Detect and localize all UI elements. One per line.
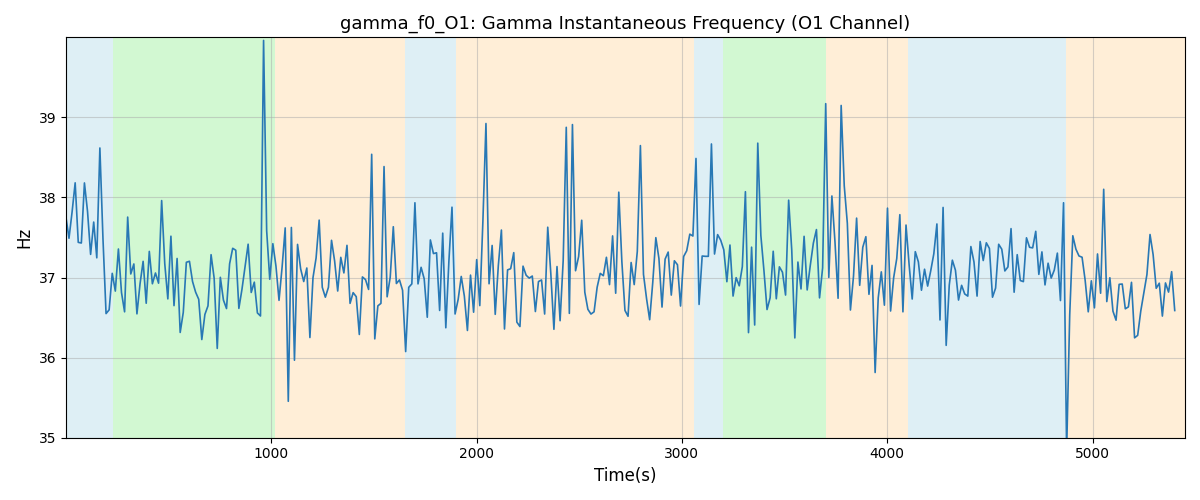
Bar [826, 38, 907, 438]
X-axis label: Time(s): Time(s) [594, 467, 656, 485]
Bar [695, 38, 722, 438]
Bar [404, 38, 456, 438]
Y-axis label: Hz: Hz [16, 227, 34, 248]
Bar [722, 38, 826, 438]
Bar [907, 38, 1066, 438]
Bar [113, 38, 275, 438]
Bar [456, 38, 695, 438]
Title: gamma_f0_O1: Gamma Instantaneous Frequency (O1 Channel): gamma_f0_O1: Gamma Instantaneous Frequen… [341, 15, 911, 34]
Bar [1066, 38, 1184, 438]
Bar [275, 38, 404, 438]
Bar [66, 38, 113, 438]
